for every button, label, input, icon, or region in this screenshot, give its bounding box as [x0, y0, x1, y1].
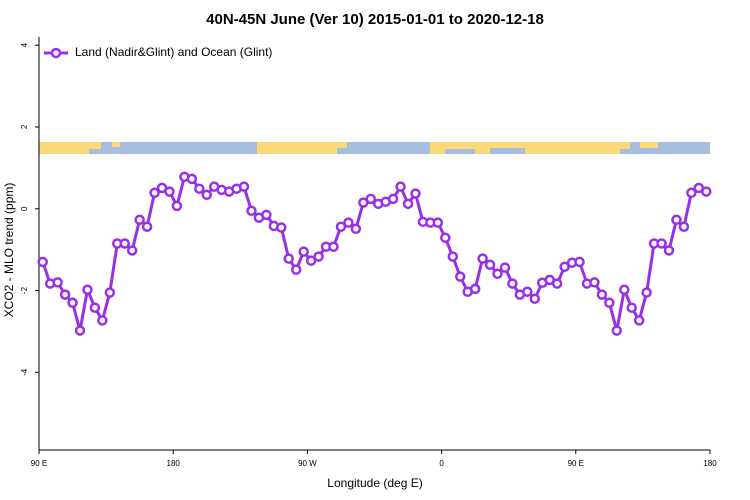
data-point [395, 181, 406, 192]
data-point [499, 262, 511, 273]
ocean-band [490, 148, 525, 154]
data-point [611, 325, 623, 336]
data-point [686, 187, 697, 199]
data-point [604, 297, 615, 309]
data-point [246, 205, 257, 217]
x-tick-label: 90 E [31, 459, 47, 468]
data-point [97, 315, 108, 326]
data-point [89, 302, 101, 313]
data-point [619, 284, 630, 295]
data-point [484, 259, 496, 271]
data-point [596, 289, 608, 300]
data-point [171, 200, 183, 212]
land-band [337, 142, 347, 148]
data-point [194, 183, 205, 194]
data-point [141, 221, 153, 232]
data-point [298, 246, 309, 257]
data-point [82, 284, 93, 295]
data-point [574, 256, 585, 268]
x-tick-label: 90 E [568, 459, 584, 468]
x-tick-label: 0 [439, 459, 444, 468]
data-point [551, 278, 563, 289]
y-tick-label: 4 [20, 42, 29, 47]
data-point [559, 261, 570, 273]
land-band [89, 142, 101, 149]
ocean-band [445, 149, 475, 154]
data-point [507, 278, 518, 289]
data-point [701, 186, 712, 197]
data-point [447, 251, 459, 262]
data-point [671, 214, 682, 226]
data-point [52, 277, 63, 288]
land-band [112, 142, 120, 147]
data-point [365, 193, 377, 205]
data-point [238, 181, 250, 192]
data-point [432, 217, 444, 228]
data-point [626, 302, 637, 313]
data-point [633, 315, 645, 326]
data-point [67, 297, 78, 309]
data-point [335, 221, 347, 232]
data-point [663, 245, 675, 256]
data-point [387, 193, 399, 205]
y-axis-label: XCO2 - MLO trend (ppm) [2, 183, 16, 318]
x-tick-label: 180 [703, 459, 717, 468]
data-point [74, 325, 86, 336]
data-point [343, 217, 354, 228]
data-point [529, 293, 541, 304]
y-tick-label: -2 [20, 286, 29, 294]
data-point [59, 289, 71, 300]
y-tick-label: 0 [20, 206, 29, 211]
data-point [328, 241, 339, 253]
legend-marker [50, 47, 62, 59]
data-point [410, 188, 421, 199]
data-point [126, 245, 138, 256]
data-point [164, 186, 175, 197]
y-tick-label: 2 [20, 124, 29, 129]
data-point [440, 232, 451, 244]
land-ocean-strip [39, 142, 710, 154]
data-point [313, 251, 324, 262]
data-point [186, 173, 198, 185]
data-point [201, 189, 212, 201]
data-point [276, 222, 287, 233]
data-point [469, 283, 481, 295]
data-point [134, 214, 145, 226]
data-point [283, 253, 295, 264]
data-point [522, 286, 533, 298]
data-point [119, 238, 130, 249]
y-tick-label: -4 [20, 368, 29, 376]
x-tick-label: 180 [167, 459, 181, 468]
legend: Land (Nadir&Glint) and Ocean (Glint) [44, 45, 272, 59]
data-point [656, 238, 667, 249]
x-axis-label: Longitude (deg E) [327, 476, 422, 490]
data-point [261, 209, 272, 221]
data-point [104, 287, 116, 298]
x-tick-label: 90 W [298, 459, 317, 468]
land-band [39, 142, 89, 154]
data-point [402, 198, 414, 210]
data-point [454, 271, 466, 282]
land-band [620, 142, 630, 149]
land-band [640, 142, 658, 148]
chart-title: 40N-45N June (Ver 10) 2015-01-01 to 2020… [206, 11, 544, 28]
data-point [678, 221, 690, 232]
data-point [492, 268, 503, 280]
legend-label: Land (Nadir&Glint) and Ocean (Glint) [75, 45, 272, 59]
data-point [641, 287, 652, 298]
data-point [589, 277, 600, 288]
data-point [477, 253, 488, 264]
data-point [290, 264, 302, 275]
data-point [37, 256, 48, 268]
data-point [350, 223, 362, 235]
land-band [257, 142, 337, 154]
data-point [149, 187, 160, 199]
data-point [305, 255, 317, 266]
